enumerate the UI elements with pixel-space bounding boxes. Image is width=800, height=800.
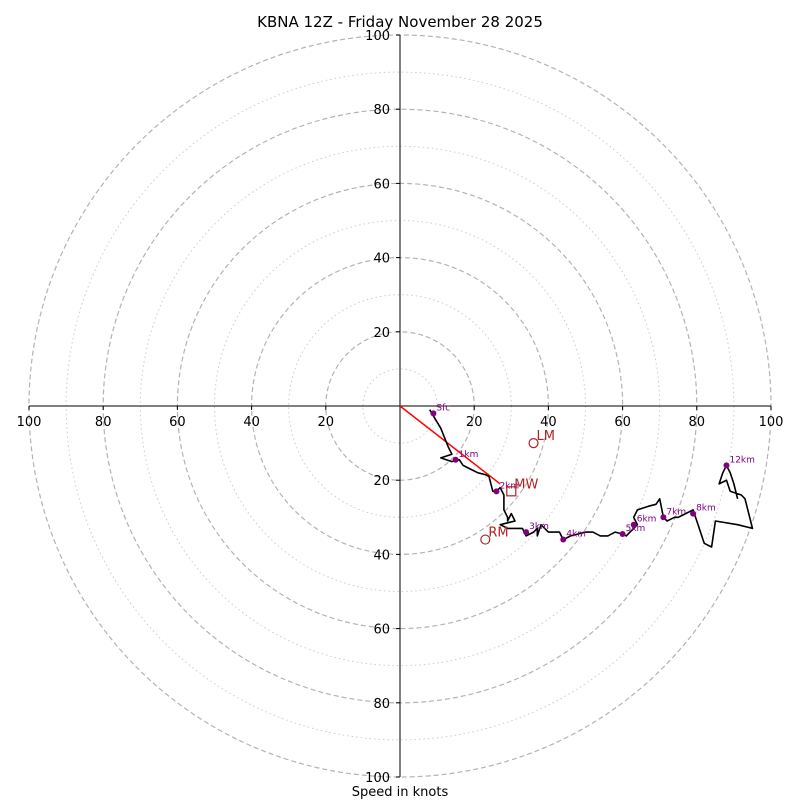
motion-marker-label: MW: [514, 477, 538, 492]
height-marker-5km: [619, 530, 626, 537]
height-marker-12km: [723, 462, 730, 469]
height-marker-2km: [493, 488, 500, 495]
x-tick-label: 100: [759, 415, 784, 430]
y-tick-label: 20: [373, 474, 390, 489]
hodograph-trace-line: [429, 409, 754, 548]
height-marker-4km: [560, 536, 567, 543]
height-marker-7km: [660, 514, 667, 521]
height-marker-label: 3km: [529, 522, 549, 532]
y-tick-label: 80: [373, 697, 390, 712]
x-tick-label: 100: [17, 415, 42, 430]
x-tick-label: 20: [466, 415, 483, 430]
height-marker-sfc: [430, 410, 437, 417]
height-marker-label: 7km: [666, 507, 686, 517]
motion-marker-label: LM: [537, 429, 555, 444]
x-tick-label: 60: [614, 415, 631, 430]
y-tick-label: 100: [365, 29, 390, 44]
height-marker-3km: [523, 529, 530, 536]
height-marker-8km: [690, 510, 697, 517]
height-marker-label: 1km: [459, 450, 479, 460]
y-tick-label: 60: [373, 623, 390, 638]
storm-motion-markers: LM MW RM: [480, 429, 555, 545]
motion-marker-label: RM: [488, 526, 508, 541]
height-marker-label: Sfc: [436, 403, 450, 413]
motion-marker-rm: [480, 534, 491, 545]
x-tick-label: 20: [318, 415, 335, 430]
x-tick-label: 40: [540, 415, 557, 430]
y-tick-label: 60: [373, 177, 390, 192]
height-marker-label: 5km: [626, 524, 646, 534]
y-tick-label: 80: [373, 103, 390, 118]
x-tick-label: 80: [689, 415, 706, 430]
motion-marker-lm: [528, 438, 539, 449]
x-axis-label: Speed in knots: [352, 785, 449, 800]
x-tick-label: 80: [95, 415, 112, 430]
tick-labels: 100 80 60 40 20 20 40 60 80 100 100 80 60 40 20 20 40 60 8…: [17, 29, 784, 786]
chart-title: KBNA 12Z - Friday November 28 2025: [257, 13, 543, 31]
x-tick-label: 60: [169, 415, 186, 430]
y-tick-label: 40: [373, 548, 390, 563]
height-marker-label: 8km: [696, 504, 716, 514]
shear-vector-line: [399, 405, 501, 485]
y-tick-label: 20: [373, 326, 390, 341]
height-marker-label: 4km: [566, 530, 586, 540]
height-marker-1km: [452, 456, 459, 463]
x-tick-label: 40: [243, 415, 260, 430]
height-marker-label: 12km: [729, 455, 754, 465]
y-tick-label: 40: [373, 252, 390, 267]
wind-trace: [399, 405, 754, 548]
height-marker-label: 6km: [637, 515, 657, 525]
y-tick-label: 100: [365, 771, 390, 786]
motion-marker-mw: [506, 486, 517, 497]
height-marker-6km: [630, 521, 637, 528]
